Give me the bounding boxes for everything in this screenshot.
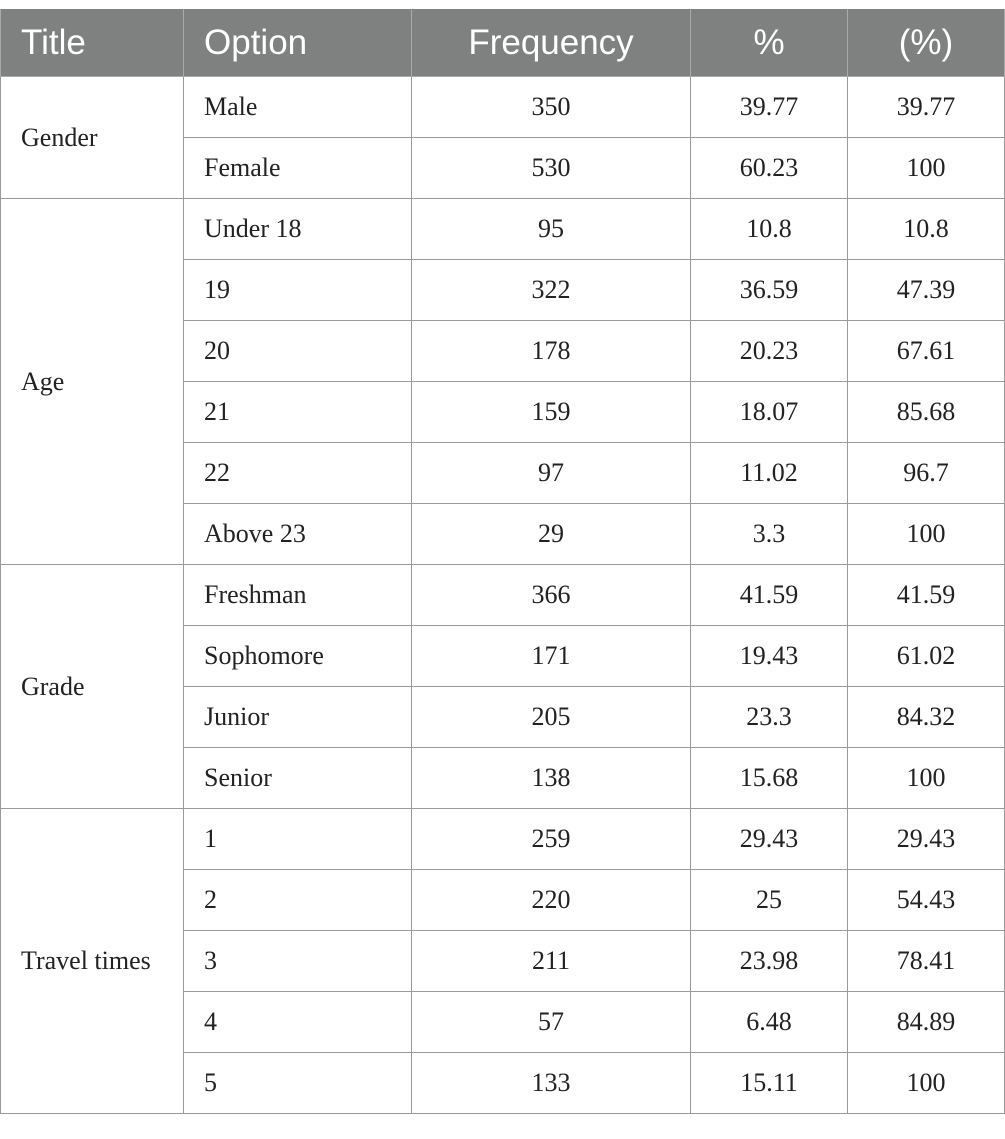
percent-cell: 10.8 bbox=[690, 198, 848, 260]
frequency-cell: 29 bbox=[411, 503, 691, 565]
cumulative-cell: 47.39 bbox=[847, 259, 1005, 321]
option-cell: Sophomore bbox=[183, 625, 412, 687]
cumulative-cell: 84.89 bbox=[847, 991, 1005, 1053]
option-cell: 3 bbox=[183, 930, 412, 992]
table-row: 21 159 18.07 85.68 bbox=[1, 381, 1005, 443]
percent-cell: 18.07 bbox=[690, 381, 848, 443]
header-percent: % bbox=[690, 9, 848, 77]
cumulative-cell: 85.68 bbox=[847, 381, 1005, 443]
table-row: Sophomore 171 19.43 61.02 bbox=[1, 625, 1005, 687]
frequency-cell: 322 bbox=[411, 259, 691, 321]
option-cell: 2 bbox=[183, 869, 412, 931]
cumulative-cell: 84.32 bbox=[847, 686, 1005, 748]
percent-cell: 36.59 bbox=[690, 259, 848, 321]
option-cell: 21 bbox=[183, 381, 412, 443]
percent-cell: 29.43 bbox=[690, 808, 848, 870]
group-title-age: Age bbox=[0, 198, 184, 565]
table-header: Title Option Frequency % (%) bbox=[0, 9, 1005, 77]
table-row: Senior 138 15.68 100 bbox=[1, 747, 1005, 809]
frequency-cell: 57 bbox=[411, 991, 691, 1053]
cumulative-cell: 78.41 bbox=[847, 930, 1005, 992]
table-row: Grade Freshman 366 41.59 41.59 bbox=[0, 564, 1005, 809]
percent-cell: 23.98 bbox=[690, 930, 848, 992]
percent-cell: 23.3 bbox=[690, 686, 848, 748]
option-cell: 4 bbox=[183, 991, 412, 1053]
cumulative-cell: 10.8 bbox=[847, 198, 1005, 260]
option-cell: 20 bbox=[183, 320, 412, 382]
percent-cell: 15.11 bbox=[690, 1052, 848, 1114]
header-title: Title bbox=[0, 9, 184, 77]
cumulative-cell: 54.43 bbox=[847, 869, 1005, 931]
percent-cell: 39.77 bbox=[690, 76, 848, 138]
option-cell: Senior bbox=[183, 747, 412, 809]
option-cell: Under 18 bbox=[183, 198, 412, 260]
frequency-cell: 220 bbox=[411, 869, 691, 931]
frequency-cell: 138 bbox=[411, 747, 691, 809]
option-cell: Male bbox=[183, 76, 412, 138]
table-row: 4 57 6.48 84.89 bbox=[1, 991, 1005, 1053]
frequency-cell: 133 bbox=[411, 1052, 691, 1114]
table-row: 19 322 36.59 47.39 bbox=[1, 259, 1005, 321]
table-row: 20 178 20.23 67.61 bbox=[1, 320, 1005, 382]
cumulative-cell: 100 bbox=[847, 503, 1005, 565]
table-row: 5 133 15.11 100 bbox=[1, 1052, 1005, 1114]
frequency-cell: 366 bbox=[411, 564, 691, 626]
frequency-cell: 178 bbox=[411, 320, 691, 382]
table-body: Gender Male 350 39.77 39.77 Female 530 6… bbox=[0, 76, 1005, 1114]
option-cell: 22 bbox=[183, 442, 412, 504]
cumulative-cell: 96.7 bbox=[847, 442, 1005, 504]
header-option: Option bbox=[183, 9, 412, 77]
table-row: 3 211 23.98 78.41 bbox=[1, 930, 1005, 992]
header-row: Title Option Frequency % (%) bbox=[0, 9, 1005, 77]
group-title-gender: Gender bbox=[0, 76, 184, 199]
group-title-travel-times: Travel times bbox=[0, 808, 184, 1114]
percent-cell: 15.68 bbox=[690, 747, 848, 809]
option-cell: 19 bbox=[183, 259, 412, 321]
header-frequency: Frequency bbox=[411, 9, 691, 77]
option-cell: 1 bbox=[183, 808, 412, 870]
percent-cell: 25 bbox=[690, 869, 848, 931]
table-row: Travel times 1 259 29.43 29.43 bbox=[0, 808, 1005, 1114]
option-cell: Above 23 bbox=[183, 503, 412, 565]
table-row: 2 220 25 54.43 bbox=[1, 869, 1005, 931]
cumulative-cell: 100 bbox=[847, 1052, 1005, 1114]
header-cumulative-percent: (%) bbox=[847, 9, 1005, 77]
table-row: Above 23 29 3.3 100 bbox=[1, 503, 1005, 565]
percent-cell: 20.23 bbox=[690, 320, 848, 382]
cumulative-cell: 39.77 bbox=[847, 76, 1005, 138]
cumulative-cell: 29.43 bbox=[847, 808, 1005, 870]
percent-cell: 19.43 bbox=[690, 625, 848, 687]
frequency-cell: 530 bbox=[411, 137, 691, 199]
option-cell: Freshman bbox=[183, 564, 412, 626]
frequency-cell: 259 bbox=[411, 808, 691, 870]
group-title-grade: Grade bbox=[0, 564, 184, 809]
frequency-cell: 95 bbox=[411, 198, 691, 260]
cumulative-cell: 61.02 bbox=[847, 625, 1005, 687]
option-cell: Junior bbox=[183, 686, 412, 748]
percent-cell: 41.59 bbox=[690, 564, 848, 626]
option-cell: 5 bbox=[183, 1052, 412, 1114]
frequency-cell: 205 bbox=[411, 686, 691, 748]
table-row: Gender Male 350 39.77 39.77 bbox=[0, 76, 1005, 199]
cumulative-cell: 41.59 bbox=[847, 564, 1005, 626]
frequency-cell: 211 bbox=[411, 930, 691, 992]
percent-cell: 3.3 bbox=[690, 503, 848, 565]
table-row: 22 97 11.02 96.7 bbox=[1, 442, 1005, 504]
frequency-cell: 97 bbox=[411, 442, 691, 504]
cumulative-cell: 100 bbox=[847, 137, 1005, 199]
frequency-cell: 159 bbox=[411, 381, 691, 443]
cumulative-cell: 100 bbox=[847, 747, 1005, 809]
table-row: Age Under 18 95 10.8 10.8 bbox=[0, 198, 1005, 565]
percent-cell: 6.48 bbox=[690, 991, 848, 1053]
percent-cell: 11.02 bbox=[690, 442, 848, 504]
frequency-cell: 350 bbox=[411, 76, 691, 138]
frequency-cell: 171 bbox=[411, 625, 691, 687]
option-cell: Female bbox=[183, 137, 412, 199]
data-table: Title Option Frequency % (%) Gender Male… bbox=[0, 9, 1005, 1114]
percent-cell: 60.23 bbox=[690, 137, 848, 199]
cumulative-cell: 67.61 bbox=[847, 320, 1005, 382]
